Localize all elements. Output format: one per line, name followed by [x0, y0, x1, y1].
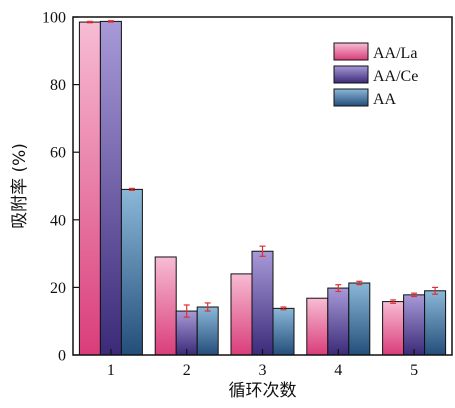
legend-swatch — [333, 65, 369, 84]
error-bar-aa-cycle-4 — [356, 280, 363, 286]
bar-aa-ce-cycle-5 — [403, 294, 426, 356]
legend-item: AA/La — [333, 42, 417, 62]
error-bar-aa-la-cycle-5 — [390, 299, 397, 304]
bar-aa-la-cycle-2 — [154, 256, 177, 356]
legend-label: AA/Ce — [373, 68, 418, 85]
legend-item: AA — [333, 88, 397, 108]
error-bar-aa-cycle-3 — [280, 306, 287, 311]
bar-aa-cycle-4 — [348, 282, 371, 356]
x-tick-label: 2 — [183, 362, 191, 379]
y-tick-label: 80 — [50, 77, 66, 94]
error-bar-aa-cycle-2 — [204, 302, 211, 312]
bar-aa-cycle-3 — [272, 307, 295, 356]
y-axis: 0 20 40 60 80 100 — [42, 10, 79, 365]
error-bar-aa-cycle-1 — [128, 187, 135, 191]
bar-aa-ce-cycle-1 — [99, 20, 122, 356]
error-bar-aa-cycle-5 — [432, 286, 439, 295]
error-bar-aa-ce-cycle-1 — [107, 20, 114, 23]
bar-aa-ce-cycle-4 — [327, 287, 350, 356]
bar-aa-ce-cycle-3 — [251, 250, 274, 356]
error-bar-aa-ce-cycle-2 — [183, 304, 190, 318]
bar-aa-cycle-5 — [424, 290, 447, 356]
y-tick-label: 60 — [50, 145, 66, 162]
x-tick-label: 5 — [410, 362, 418, 379]
bar-aa-la-cycle-1 — [78, 21, 101, 356]
x-axis: 1 2 3 4 5 — [107, 349, 418, 379]
x-tick-label: 4 — [334, 362, 342, 379]
error-bars-layer — [86, 20, 439, 318]
y-tick-label: 20 — [50, 280, 66, 297]
bar-aa-cycle-1 — [120, 188, 143, 356]
bar-aa-la-cycle-4 — [306, 297, 329, 356]
y-tick-label: 100 — [42, 10, 66, 27]
error-bar-aa-la-cycle-1 — [86, 20, 93, 24]
x-tick-label: 1 — [107, 362, 115, 379]
y-tick-label: 40 — [50, 212, 66, 229]
y-axis-title: 吸附率 (%) — [10, 143, 30, 229]
x-tick-label: 3 — [259, 362, 267, 379]
legend-swatch — [333, 42, 369, 61]
bar-aa-la-cycle-3 — [230, 273, 253, 356]
legend-label: AA/La — [373, 45, 417, 62]
legend: AA/La AA/Ce AA — [333, 42, 418, 108]
legend-label: AA — [373, 91, 397, 108]
bar-aa-cycle-2 — [196, 306, 219, 356]
bars-layer — [78, 20, 447, 356]
error-bar-aa-ce-cycle-3 — [259, 245, 266, 257]
legend-swatch — [333, 88, 369, 107]
legend-item: AA/Ce — [333, 65, 418, 85]
error-bar-aa-ce-cycle-4 — [335, 284, 342, 293]
error-bar-aa-ce-cycle-5 — [411, 292, 418, 298]
x-axis-title: 循环次数 — [229, 381, 297, 401]
y-tick-label: 0 — [58, 348, 66, 365]
bar-aa-la-cycle-5 — [382, 301, 405, 356]
